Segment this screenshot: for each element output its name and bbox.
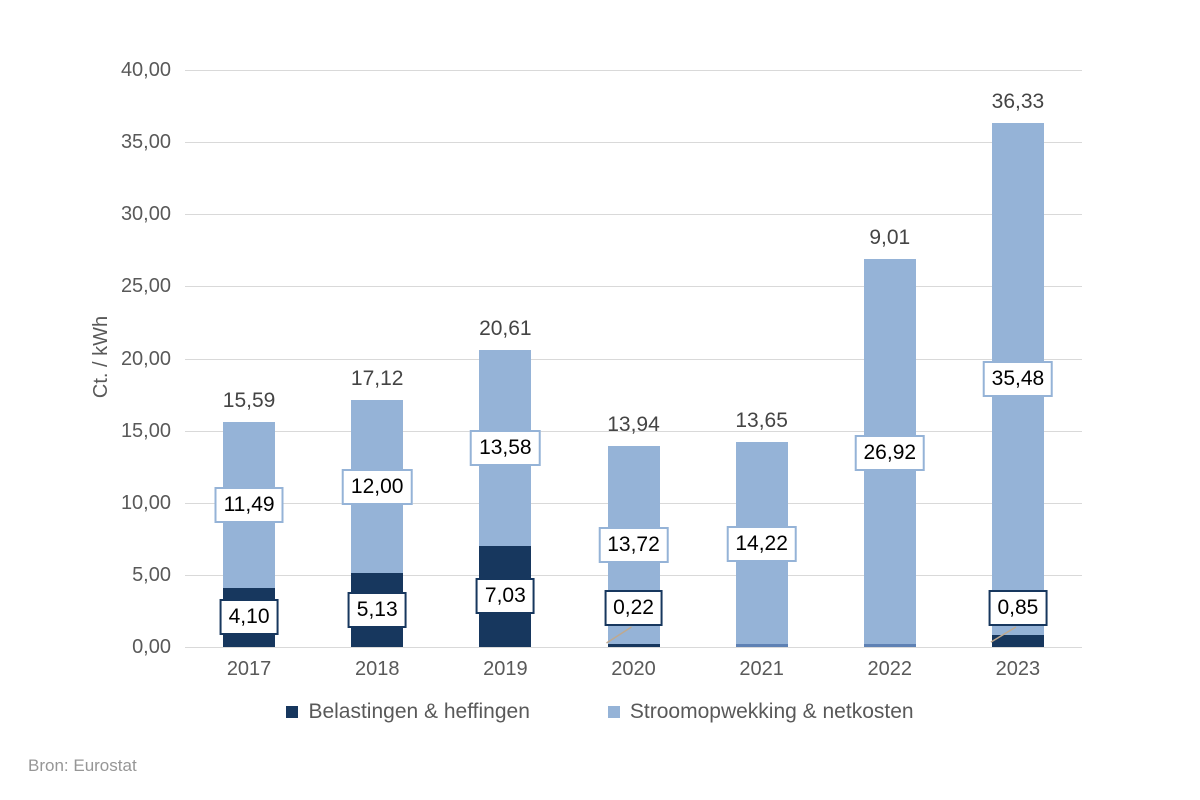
y-tick-label: 30,00 [120, 203, 171, 225]
gridline [185, 286, 1082, 287]
data-label-box-taxes: 4,10 [219, 599, 279, 635]
x-tick-label: 2022 [867, 658, 913, 680]
data-label-box-taxes: 7,03 [475, 578, 535, 614]
legend: Belastingen & heffingen Stroomopwekking &… [0, 697, 1200, 727]
data-label-box-generation: 13,58 [470, 430, 541, 466]
legend-swatch-icon [286, 706, 299, 718]
gridline [185, 647, 1082, 648]
data-label-box-taxes: 0,22 [604, 590, 663, 626]
x-tick-label: 2018 [354, 658, 400, 680]
y-tick-label: 35,00 [120, 131, 171, 153]
bar-segment-taxes [608, 644, 660, 647]
total-label: 20,61 [479, 317, 532, 340]
gridline [185, 431, 1082, 432]
legend-swatch-icon [607, 706, 620, 718]
data-label-box-taxes: 0,85 [988, 590, 1048, 626]
legend-label: Belastingen & heffingen [308, 700, 530, 723]
legend-item-generation: Stroomopwekking & netkosten [607, 700, 914, 724]
data-label-box-generation: 26,92 [854, 435, 926, 471]
total-label: 9,01 [869, 226, 911, 249]
legend-item-taxes: Belastingen & heffingen [286, 700, 530, 724]
data-label-box-generation: 14,22 [726, 526, 797, 562]
y-tick-label: 0,00 [132, 636, 171, 658]
source-note: Bron: Eurostat [28, 756, 137, 775]
y-tick-label: 20,00 [120, 348, 171, 370]
x-tick-label: 2019 [483, 658, 528, 680]
total-label: 13,94 [607, 413, 660, 436]
gridline [185, 359, 1082, 360]
data-label-box-generation: 13,72 [598, 527, 669, 563]
bar-segment-taxes [992, 635, 1044, 647]
total-label: 17,12 [350, 367, 404, 390]
y-tick-label: 10,00 [120, 492, 171, 514]
total-label: 36,33 [991, 90, 1045, 113]
bar-base-strip [736, 644, 788, 647]
gridline [185, 142, 1082, 143]
data-label-box-generation: 11,49 [214, 487, 284, 523]
y-tick-label: 5,00 [132, 564, 171, 586]
y-tick-label: 15,00 [120, 420, 171, 442]
bar-base-strip [864, 644, 916, 647]
data-label-box-generation: 12,00 [341, 469, 413, 505]
y-tick-label: 40,00 [120, 59, 171, 81]
y-tick-label: 25,00 [120, 275, 171, 297]
gridline [185, 214, 1082, 215]
total-label: 15,59 [222, 389, 276, 412]
x-tick-label: 2023 [995, 658, 1041, 680]
x-tick-label: 2021 [739, 658, 784, 680]
x-tick-label: 2017 [226, 658, 272, 680]
x-tick-label: 2020 [611, 658, 656, 680]
data-label-box-taxes: 5,13 [347, 592, 407, 628]
legend-label: Stroomopwekking & netkosten [629, 700, 914, 723]
data-label-box-generation: 35,48 [982, 361, 1054, 397]
gridline [185, 70, 1082, 71]
total-label: 13,65 [735, 409, 788, 432]
